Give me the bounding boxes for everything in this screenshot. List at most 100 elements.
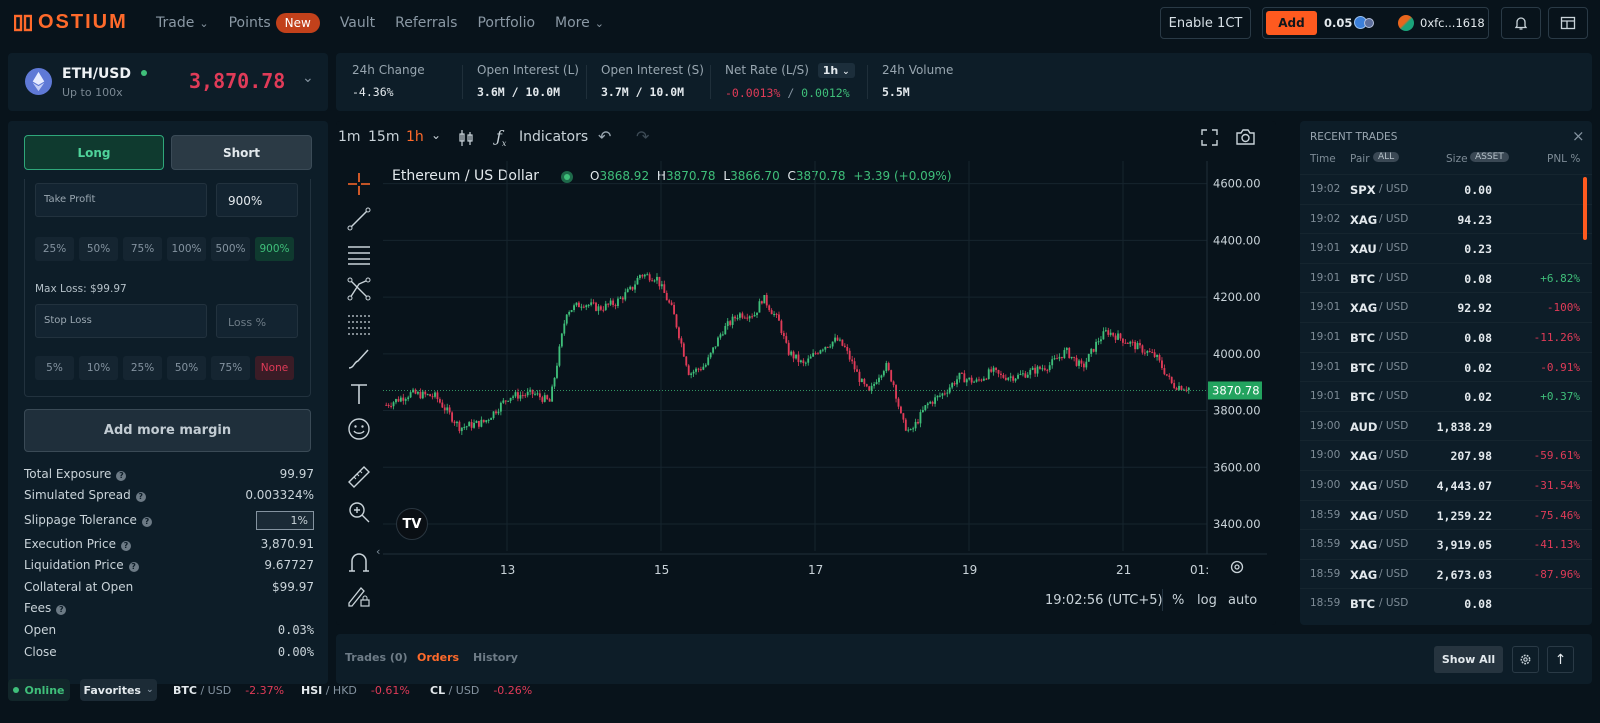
timeframe-1m[interactable]: 1m: [338, 129, 361, 145]
ticker-hsi[interactable]: HSI / HKD -0.61%: [301, 684, 410, 697]
magnet-icon[interactable]: [346, 549, 372, 575]
close-icon[interactable]: ×: [1572, 127, 1585, 145]
trade-row[interactable]: 19:01 BTC / USD 0.08 -11.26%: [1300, 322, 1592, 351]
info-icon[interactable]: ?: [141, 517, 152, 527]
tab-history[interactable]: History: [473, 651, 518, 664]
tab-trades[interactable]: Trades (0): [345, 651, 408, 664]
camera-icon[interactable]: [1235, 128, 1256, 146]
short-tab[interactable]: Short: [171, 135, 312, 170]
tp-option-active[interactable]: 900%: [255, 237, 294, 261]
favorites-dropdown[interactable]: Favorites ⌄: [80, 679, 157, 701]
sl-option[interactable]: 50%: [167, 356, 206, 380]
log-scale-toggle[interactable]: log: [1197, 593, 1217, 608]
trade-row[interactable]: 19:01 XAU / USD 0.23: [1300, 233, 1592, 262]
sl-option[interactable]: 10%: [79, 356, 118, 380]
timeframe-15m[interactable]: 15m: [368, 129, 400, 145]
pair-filter-badge[interactable]: ALL: [1373, 152, 1400, 162]
trade-row[interactable]: 19:02 XAG / USD 94.23: [1300, 203, 1592, 233]
trade-row[interactable]: 19:00 XAG / USD 4,443.07 -31.54%: [1300, 470, 1592, 499]
tab-orders[interactable]: Orders: [417, 651, 460, 664]
candle-body: [802, 360, 805, 363]
text-tool-icon[interactable]: [346, 381, 372, 407]
layout-button[interactable]: [1548, 7, 1588, 39]
asset-selector[interactable]: ETH/USD Up to 100x 3,870.78 ⌄: [8, 53, 328, 111]
indicators-icon[interactable]: ƒx: [496, 127, 507, 149]
trade-row[interactable]: 19:02 SPX / USD 0.00: [1300, 174, 1592, 203]
take-profit-input[interactable]: 900%: [216, 183, 298, 217]
candles: [385, 272, 1190, 436]
wallet-address[interactable]: 0xfc...1618: [1420, 16, 1485, 30]
nav-points[interactable]: Points New: [229, 13, 320, 33]
candlestick-type-icon[interactable]: [458, 129, 474, 147]
trade-row[interactable]: 19:01 BTC / USD 0.02 +0.37%: [1300, 381, 1592, 410]
timeframe-1h-active[interactable]: 1h: [406, 129, 424, 145]
info-icon[interactable]: ?: [116, 471, 127, 481]
pattern-icon[interactable]: [346, 276, 372, 302]
enable-1ct-button[interactable]: Enable 1CT: [1160, 7, 1251, 39]
crosshair-icon[interactable]: [346, 171, 372, 197]
tp-option[interactable]: 500%: [211, 237, 250, 261]
tp-option[interactable]: 75%: [123, 237, 162, 261]
auto-scale-toggle[interactable]: auto: [1228, 593, 1258, 608]
scroll-left-icon[interactable]: ‹: [376, 545, 381, 558]
brand-logo[interactable]: OSTIUM: [14, 11, 128, 34]
brush-icon[interactable]: [346, 346, 372, 372]
info-icon[interactable]: ?: [128, 562, 139, 572]
nav-trade[interactable]: Trade ⌄: [156, 15, 209, 31]
panel-settings-button[interactable]: [1512, 646, 1539, 673]
trade-row[interactable]: 19:01 BTC / USD 0.02 -0.91%: [1300, 351, 1592, 381]
add-funds-button[interactable]: Add: [1266, 11, 1317, 35]
percent-scale-toggle[interactable]: %: [1172, 593, 1185, 608]
nav-referrals[interactable]: Referrals: [395, 15, 458, 31]
size-unit-badge[interactable]: ASSET: [1470, 152, 1509, 162]
expand-panel-button[interactable]: ↑: [1547, 646, 1574, 673]
stop-loss-input[interactable]: Loss %: [216, 304, 298, 338]
horizontal-lines-icon[interactable]: [346, 241, 372, 267]
info-icon[interactable]: ?: [120, 541, 131, 551]
tradingview-logo[interactable]: TV: [396, 508, 428, 540]
ticker-cl[interactable]: CL / USD -0.26%: [430, 684, 532, 697]
chart-settings-icon[interactable]: [1229, 559, 1245, 575]
fib-retracement-icon[interactable]: [346, 311, 372, 337]
trade-row[interactable]: 18:59 XAG / USD 1,259.22 -75.46%: [1300, 499, 1592, 529]
sl-option[interactable]: 25%: [123, 356, 162, 380]
indicators-button[interactable]: Indicators: [519, 129, 589, 145]
net-rate-interval-select[interactable]: 1h ⌄: [817, 63, 855, 78]
sl-option-none[interactable]: None: [255, 356, 294, 380]
nav-portfolio[interactable]: Portfolio: [477, 15, 536, 31]
stop-loss-field[interactable]: Stop Loss: [35, 304, 207, 338]
lock-drawing-icon[interactable]: [346, 583, 372, 609]
info-icon[interactable]: ?: [56, 605, 67, 615]
sl-option[interactable]: 5%: [35, 356, 74, 380]
take-profit-field[interactable]: Take Profit: [35, 183, 207, 217]
undo-icon[interactable]: ↶: [598, 127, 612, 146]
notifications-button[interactable]: [1501, 7, 1541, 39]
info-icon[interactable]: ?: [135, 492, 146, 502]
nav-vault[interactable]: Vault: [339, 15, 376, 31]
ticker-btc[interactable]: BTC / USD -2.37%: [173, 684, 284, 697]
trade-row[interactable]: 18:59 BTC / USD 0.08: [1300, 588, 1592, 617]
show-all-button[interactable]: Show All: [1434, 646, 1503, 673]
chevron-down-icon[interactable]: ⌄: [431, 128, 442, 142]
trade-row[interactable]: 19:01 BTC / USD 0.08 +6.82%: [1300, 262, 1592, 292]
fullscreen-icon[interactable]: [1201, 129, 1218, 146]
emoji-icon[interactable]: [346, 416, 372, 442]
add-margin-button[interactable]: Add more margin: [24, 409, 311, 452]
tp-option[interactable]: 100%: [167, 237, 206, 261]
tp-option[interactable]: 50%: [79, 237, 118, 261]
trade-row[interactable]: 19:00 XAG / USD 207.98 -59.61%: [1300, 440, 1592, 469]
trade-row[interactable]: 18:59 XAG / USD 2,673.03 -87.96%: [1300, 558, 1592, 588]
long-tab[interactable]: Long: [24, 135, 164, 170]
nav-more[interactable]: More ⌄: [555, 15, 604, 31]
trade-row[interactable]: 18:59 XAG / USD 3,919.05 -41.13%: [1300, 529, 1592, 558]
sl-option[interactable]: 75%: [211, 356, 250, 380]
trade-row[interactable]: 19:01 XAG / USD 92.92 -100%: [1300, 292, 1592, 321]
trend-line-icon[interactable]: [346, 206, 372, 232]
price-chart[interactable]: 4600.00 4400.00 4200.00 4000.00 3800.00 3600.…: [383, 161, 1273, 581]
tp-option[interactable]: 25%: [35, 237, 74, 261]
zoom-in-icon[interactable]: [346, 499, 372, 525]
scrollbar-thumb[interactable]: [1583, 177, 1587, 240]
trade-row[interactable]: 19:00 AUD / USD 1,838.29: [1300, 410, 1592, 440]
slippage-input[interactable]: 1%: [256, 510, 314, 530]
ruler-icon[interactable]: [346, 464, 372, 490]
